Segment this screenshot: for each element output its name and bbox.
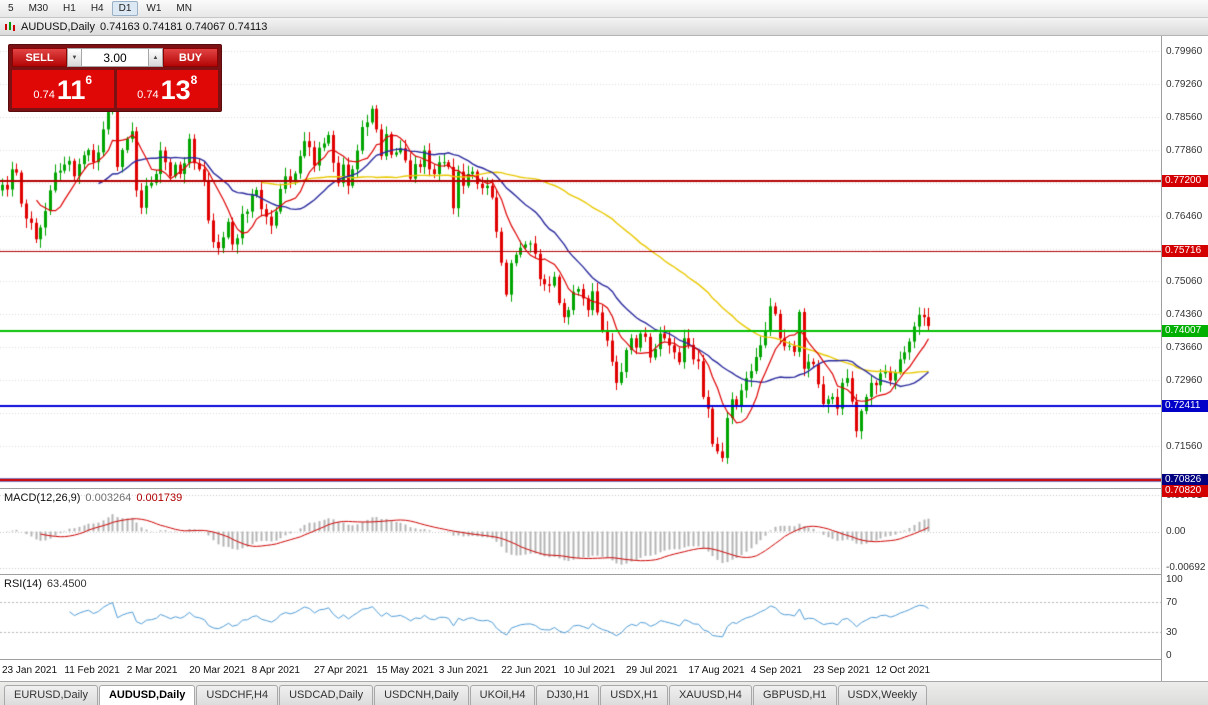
tab-xauusd-h4[interactable]: XAUUSD,H4 (668, 685, 752, 705)
time-axis-label: 4 Sep 2021 (750, 665, 802, 676)
panel-divider[interactable] (0, 574, 1161, 575)
tab-usdcnh-daily[interactable]: USDCNH,Daily (374, 685, 469, 705)
sell-button[interactable]: SELL (12, 48, 67, 67)
rsi-indicator-label: RSI(14) 63.4500 (4, 578, 87, 590)
macd-axis-label: 0.00 (1166, 526, 1186, 537)
rsi-axis-label: 100 (1166, 574, 1183, 585)
tab-ukoil-h4[interactable]: UKOil,H4 (469, 685, 536, 705)
tab-gbpusd-h1[interactable]: GBPUSD,H1 (752, 685, 837, 705)
chart-caption-bar: AUDUSD,Daily 0.74163 0.74181 0.74067 0.7… (0, 18, 1208, 36)
time-axis-label: 17 Aug 2021 (688, 665, 745, 676)
time-axis-label: 3 Jun 2021 (438, 665, 489, 676)
tab-usdx-weekly[interactable]: USDX,Weekly (837, 685, 927, 705)
price-axis[interactable]: 0.79960 0.79260 0.78560 0.77860 0.76460 0.750… (1161, 36, 1208, 681)
time-axis-label: 27 Apr 2021 (314, 665, 368, 676)
price-axis-label: 0.78560 (1166, 112, 1203, 124)
chart-icon (4, 21, 16, 33)
timeframe-h4[interactable]: H4 (84, 1, 111, 16)
buy-button[interactable]: BUY (163, 48, 218, 67)
volume-increase-button[interactable]: ▲ (148, 48, 163, 67)
tab-usdchf-h4[interactable]: USDCHF,H4 (196, 685, 279, 705)
price-badge: 0.74007 (1162, 324, 1208, 337)
sell-price-display[interactable]: 0.74 11 6 (12, 70, 114, 108)
timeframe-h1[interactable]: H1 (56, 1, 83, 16)
timeframe-mn[interactable]: MN (169, 1, 199, 16)
macd-axis-label: -0.00692 (1166, 562, 1206, 573)
time-axis-label: 23 Jan 2021 (2, 665, 58, 676)
buy-price-big: 13 (160, 75, 191, 105)
price-badge: 0.70820 (1162, 485, 1208, 498)
buy-price-display[interactable]: 0.74 13 8 (116, 70, 218, 108)
time-axis-label: 29 Jul 2021 (626, 665, 678, 676)
sell-price-small: 0.74 (33, 89, 55, 101)
sell-price-big: 11 (56, 75, 86, 105)
timeframe-m5[interactable]: 5 (1, 1, 21, 16)
panel-divider[interactable] (0, 488, 1161, 489)
time-axis-label: 8 Apr 2021 (251, 665, 300, 676)
rsi-axis-label: 0 (1166, 650, 1172, 661)
price-axis-label: 0.72960 (1166, 375, 1203, 387)
tab-usdx-h1[interactable]: USDX,H1 (600, 685, 668, 705)
price-axis-label: 0.75060 (1166, 276, 1203, 288)
price-axis-label: 0.79960 (1166, 46, 1203, 58)
price-axis-label: 0.74360 (1166, 309, 1203, 321)
time-axis-label: 15 May 2021 (376, 665, 435, 676)
price-axis-label: 0.76460 (1166, 210, 1203, 222)
tab-dj30-h1[interactable]: DJ30,H1 (536, 685, 600, 705)
volume-decrease-button[interactable]: ▼ (67, 48, 82, 67)
price-badge: 0.70826 (1162, 474, 1208, 487)
time-axis[interactable]: 23 Jan 2021 11 Feb 2021 2 Mar 2021 20 Mar 2… (0, 659, 1161, 681)
price-axis-label: 0.77860 (1166, 145, 1203, 157)
chart-plot-area[interactable]: MACD(12,26,9) 0.003264 0.001739 RSI(14) 63.… (0, 36, 1208, 681)
time-axis-label: 10 Jul 2021 (563, 665, 616, 676)
macd-canvas[interactable] (0, 489, 1161, 574)
rsi-axis-label: 30 (1166, 627, 1178, 638)
volume-input[interactable] (82, 48, 148, 67)
macd-indicator-label: MACD(12,26,9) 0.003264 0.001739 (4, 492, 183, 504)
price-badge: 0.72411 (1162, 399, 1208, 412)
time-axis-label: 22 Jun 2021 (501, 665, 557, 676)
tab-eurusd-daily[interactable]: EURUSD,Daily (4, 685, 98, 705)
price-axis-label: 0.73660 (1166, 342, 1203, 354)
chart-ohlc-values: 0.74163 0.74181 0.74067 0.74113 (99, 20, 268, 33)
time-axis-label: 11 Feb 2021 (64, 665, 120, 676)
tab-audusd-daily[interactable]: AUDUSD,Daily (98, 685, 196, 705)
chart-tabbar: EURUSD,Daily AUDUSD,Daily USDCHF,H4 USDCAD,… (0, 681, 1208, 705)
time-axis-label: 20 Mar 2021 (189, 665, 246, 676)
timeframe-toolbar: 5 M30 H1 H4 D1 W1 MN (0, 0, 1208, 18)
rsi-axis-label: 70 (1166, 597, 1178, 608)
one-click-trading-panel: SELL ▼ ▲ BUY 0.74 11 6 0.74 13 8 (8, 44, 222, 112)
time-axis-label: 12 Oct 2021 (875, 665, 931, 676)
buy-price-small: 0.74 (137, 89, 159, 101)
price-axis-label: 0.79260 (1166, 79, 1203, 91)
buy-price-pipette: 8 (190, 73, 198, 87)
sell-price-pipette: 6 (85, 73, 93, 87)
rsi-canvas[interactable] (0, 575, 1161, 659)
price-axis-label: 0.71560 (1166, 440, 1203, 452)
chart-title: AUDUSD,Daily (21, 20, 95, 33)
tab-usdcad-daily[interactable]: USDCAD,Daily (279, 685, 374, 705)
time-axis-label: 23 Sep 2021 (813, 665, 870, 676)
timeframe-d1[interactable]: D1 (111, 1, 139, 16)
time-axis-label: 2 Mar 2021 (126, 665, 178, 676)
timeframe-m30[interactable]: M30 (22, 1, 55, 16)
timeframe-w1[interactable]: W1 (139, 1, 168, 16)
price-badge: 0.75716 (1162, 244, 1208, 257)
price-badge: 0.77200 (1162, 175, 1208, 188)
